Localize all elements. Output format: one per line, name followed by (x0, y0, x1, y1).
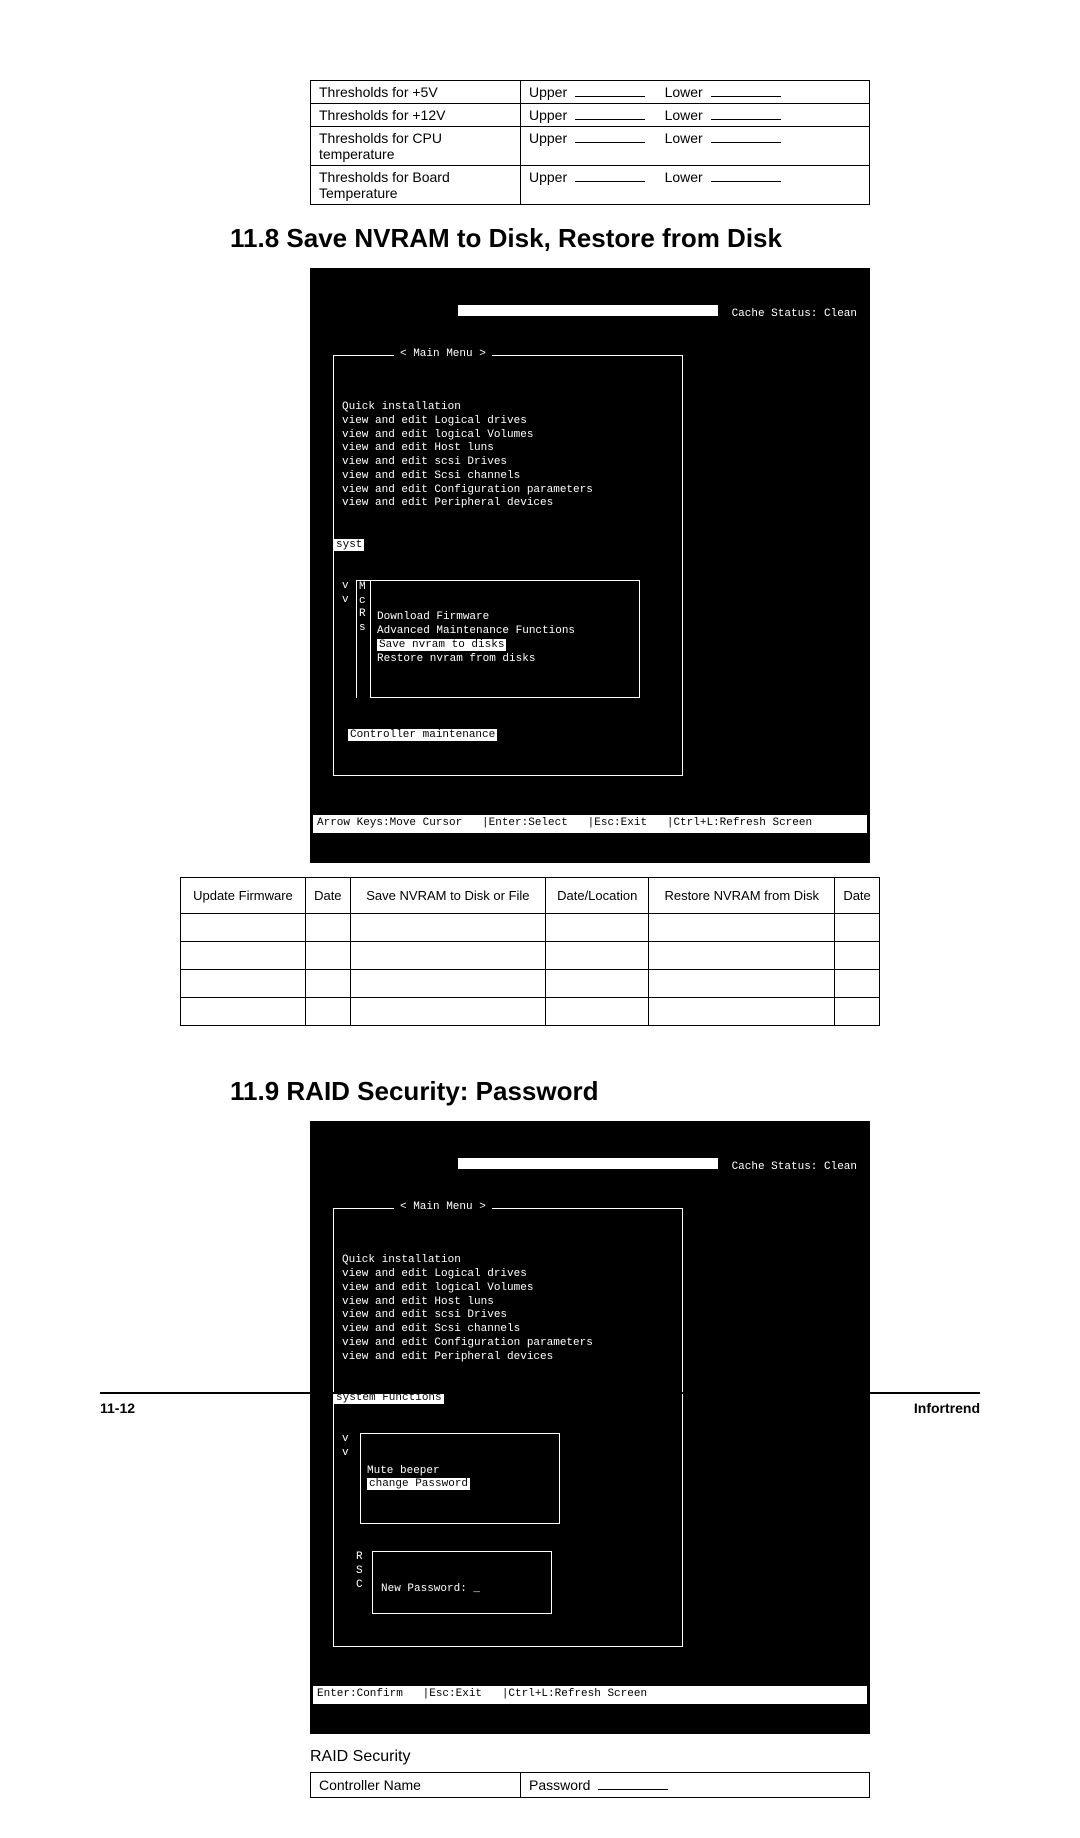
menu-item: view and edit Configuration parameters (342, 484, 674, 498)
menu-item: view and edit Peripheral devices (342, 497, 674, 511)
nvram-cell (835, 970, 880, 998)
nvram-cell (305, 998, 350, 1026)
nvram-header: Date/Location (546, 878, 649, 914)
main-menu-title-2: < Main Menu > (394, 1201, 492, 1215)
menu-item: view and edit Host luns (342, 442, 674, 456)
raid-security-table: Controller Name Password (310, 1772, 870, 1798)
main-menu-list: Quick installationview and edit Logical … (342, 401, 674, 511)
new-password-prompt: New Password: _ (381, 1583, 480, 1595)
cache-status-text-2: Cache Status: Clean (732, 1161, 857, 1173)
threshold-label: Thresholds for CPU temperature (311, 127, 521, 166)
nvram-cell (649, 914, 835, 942)
threshold-label: Thresholds for +12V (311, 104, 521, 127)
nvram-cell (181, 970, 306, 998)
menu-item: view and edit Peripheral devices (342, 1351, 674, 1365)
cache-status-bar: Cache Status: Clean (323, 305, 857, 322)
menu-item: view and edit scsi Drives (342, 456, 674, 470)
nvram-cell (835, 942, 880, 970)
section-11-9-title: 11.9 RAID Security: Password (230, 1076, 980, 1107)
terminal-password: Cache Status: Clean < Main Menu > Quick … (310, 1121, 870, 1734)
submenu-item: Save nvram to disks (377, 639, 633, 653)
controller-name-cell: Controller Name (311, 1773, 521, 1798)
cache-status-bar-2: Cache Status: Clean (323, 1158, 857, 1175)
submenu-item: Advanced Maintenance Functions (377, 625, 633, 639)
main-menu-box: < Main Menu > Quick installationview and… (333, 355, 683, 776)
menu-item: view and edit Scsi channels (342, 1323, 674, 1337)
nvram-header: Save NVRAM to Disk or File (350, 878, 545, 914)
page-footer: 11-12 Infortrend (100, 1392, 980, 1416)
nvram-cell (546, 914, 649, 942)
nvram-cell (546, 998, 649, 1026)
nvram-cell (350, 914, 545, 942)
menu-item: view and edit scsi Drives (342, 1309, 674, 1323)
threshold-label: Thresholds for +5V (311, 81, 521, 104)
terminal-footer-2: Enter:Confirm |Esc:Exit |Ctrl+L:Refresh … (313, 1686, 867, 1704)
nvram-header: Update Firmware (181, 878, 306, 914)
menu-item: view and edit logical Volumes (342, 429, 674, 443)
threshold-values: Upper Lower (521, 104, 870, 127)
menu-item: view and edit Host luns (342, 1296, 674, 1310)
nvram-cell (350, 970, 545, 998)
threshold-table: Thresholds for +5VUpper Lower Thresholds… (310, 80, 870, 205)
nvram-header: Restore NVRAM from Disk (649, 878, 835, 914)
threshold-values: Upper Lower (521, 166, 870, 205)
menu-item: view and edit Configuration parameters (342, 1337, 674, 1351)
nvram-cell (649, 942, 835, 970)
side-col-2: McRs (356, 580, 370, 698)
terminal-footer: Arrow Keys:Move Cursor |Enter:Select |Es… (313, 815, 867, 833)
menu-item: Quick installation (342, 401, 674, 415)
nvram-cell (305, 914, 350, 942)
side-col-1b: vv (342, 1433, 356, 1524)
nvram-log-table: Update FirmwareDateSave NVRAM to Disk or… (180, 877, 880, 1026)
nvram-cell (350, 942, 545, 970)
section-11-8-title: 11.8 Save NVRAM to Disk, Restore from Di… (230, 223, 980, 254)
cache-status-text: Cache Status: Clean (732, 308, 857, 320)
nvram-cell (305, 942, 350, 970)
controller-maintenance: Controller maintenance (348, 729, 497, 741)
nvram-cell (546, 970, 649, 998)
main-menu-list-2: Quick installationview and edit Logical … (342, 1254, 674, 1364)
nvram-header: Date (305, 878, 350, 914)
nvram-cell (649, 998, 835, 1026)
menu-item: view and edit Logical drives (342, 1268, 674, 1282)
submenu-box: Download FirmwareAdvanced Maintenance Fu… (370, 580, 640, 698)
nvram-cell (181, 998, 306, 1026)
nvram-cell (546, 942, 649, 970)
side-col-1: vv (342, 580, 356, 698)
submenu-item: Mute beeper (367, 1465, 553, 1479)
menu-item: view and edit Logical drives (342, 415, 674, 429)
cache-status-spacer (458, 305, 718, 316)
main-menu-box-2: < Main Menu > Quick installationview and… (333, 1208, 683, 1647)
syst-label: syst (334, 539, 364, 551)
nvram-cell (181, 914, 306, 942)
nvram-cell (181, 942, 306, 970)
menu-item: Quick installation (342, 1254, 674, 1268)
raid-security-heading: RAID Security (310, 1748, 980, 1766)
nvram-cell (835, 914, 880, 942)
nvram-cell (350, 998, 545, 1026)
menu-item: view and edit logical Volumes (342, 1282, 674, 1296)
submenu-item: Restore nvram from disks (377, 653, 633, 667)
page-number: 11-12 (100, 1400, 135, 1416)
submenu-box-2: Mute beeperchange Password (360, 1433, 560, 1524)
nvram-cell (305, 970, 350, 998)
nvram-cell (835, 998, 880, 1026)
threshold-label: Thresholds for Board Temperature (311, 166, 521, 205)
threshold-values: Upper Lower (521, 81, 870, 104)
submenu-item: Download Firmware (377, 611, 633, 625)
terminal-nvram: Cache Status: Clean < Main Menu > Quick … (310, 268, 870, 863)
submenu-item: change Password (367, 1478, 553, 1492)
password-cell: Password (521, 1773, 870, 1798)
nvram-cell (649, 970, 835, 998)
nvram-header: Date (835, 878, 880, 914)
threshold-values: Upper Lower (521, 127, 870, 166)
brand-name: Infortrend (914, 1400, 980, 1416)
menu-item: view and edit Scsi channels (342, 470, 674, 484)
side-col-2b: RSC (356, 1551, 370, 1614)
new-password-box: New Password: _ (372, 1551, 552, 1614)
main-menu-title: < Main Menu > (394, 348, 492, 362)
